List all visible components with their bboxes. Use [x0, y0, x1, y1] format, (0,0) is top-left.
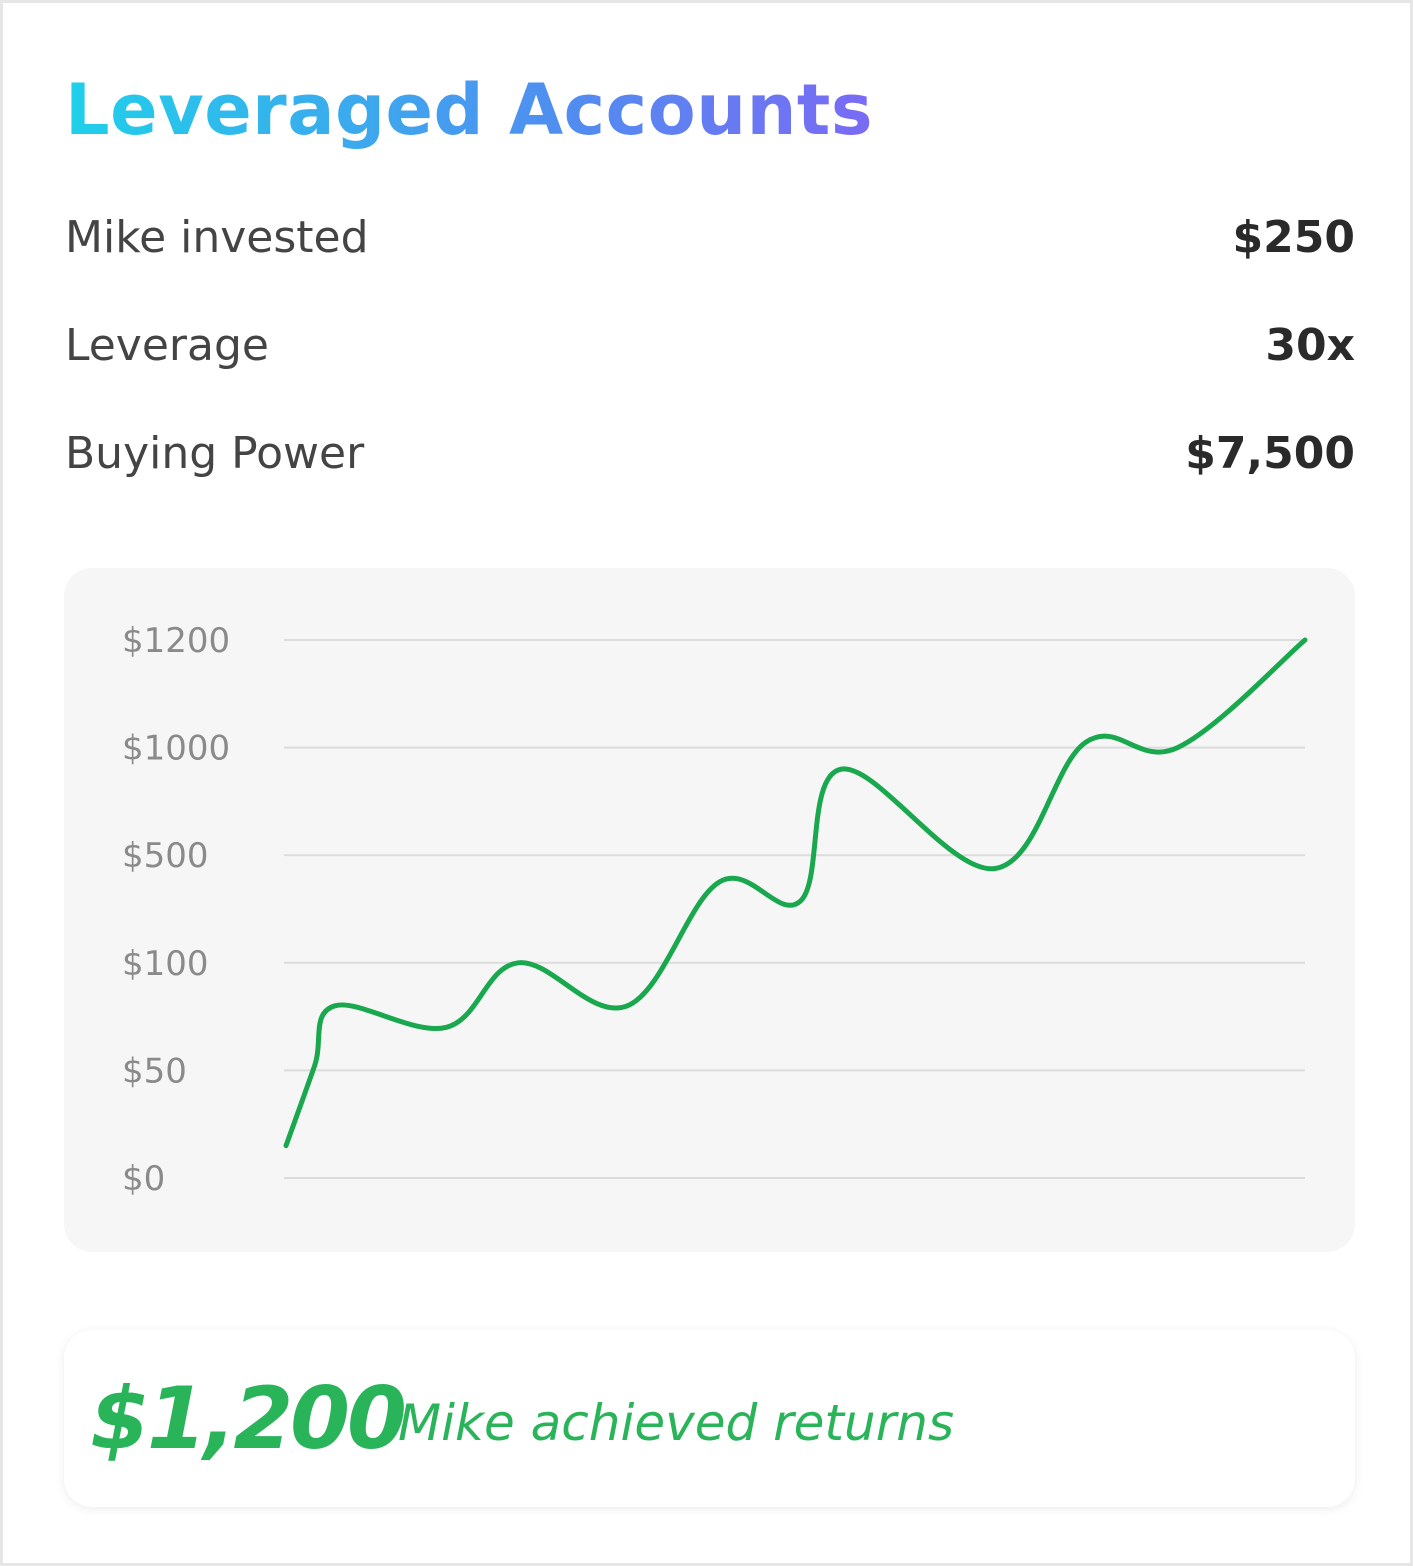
- stat-value: $7,500: [1185, 428, 1355, 479]
- y-tick-label: $500: [122, 836, 209, 876]
- stat-row-invested: Mike invested $250: [65, 208, 1355, 268]
- stat-row-buying-power: Buying Power $7,500: [65, 424, 1355, 484]
- y-tick-label: $100: [122, 944, 209, 984]
- result-amount: $1,200: [90, 1369, 407, 1469]
- y-tick-label: $50: [122, 1051, 187, 1091]
- stat-value: $250: [1232, 212, 1355, 263]
- y-tick-label: $1000: [122, 729, 230, 769]
- result-text: Mike achieved returns: [398, 1394, 955, 1452]
- stat-row-leverage: Leverage 30x: [65, 316, 1355, 376]
- y-tick-label: $0: [122, 1159, 165, 1199]
- stat-label: Leverage: [65, 320, 269, 371]
- stat-label: Mike invested: [65, 212, 369, 263]
- stat-label: Buying Power: [65, 428, 365, 479]
- y-tick-label: $1200: [122, 621, 230, 661]
- returns-series-line: [283, 637, 1308, 1149]
- result-card: $1,200 Mike achieved returns: [64, 1330, 1355, 1507]
- returns-line-chart: $1200 $1000 $500 $100 $50 $0: [122, 621, 1308, 1199]
- page-title: Leveraged Accounts: [65, 65, 873, 155]
- chart-panel: $1200 $1000 $500 $100 $50 $0: [64, 568, 1355, 1252]
- stat-value: 30x: [1265, 320, 1355, 371]
